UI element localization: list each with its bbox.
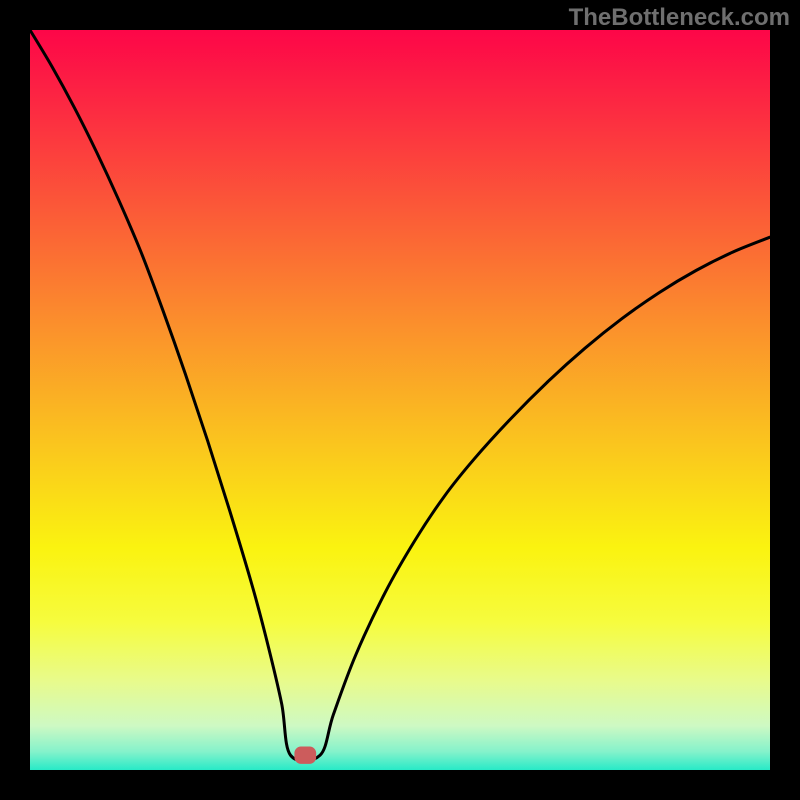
watermark-text: TheBottleneck.com <box>569 4 790 32</box>
optimal-marker <box>295 747 316 763</box>
plot-background <box>30 30 770 770</box>
plot-svg <box>0 0 800 800</box>
figure-root: TheBottleneck.com <box>0 0 800 800</box>
